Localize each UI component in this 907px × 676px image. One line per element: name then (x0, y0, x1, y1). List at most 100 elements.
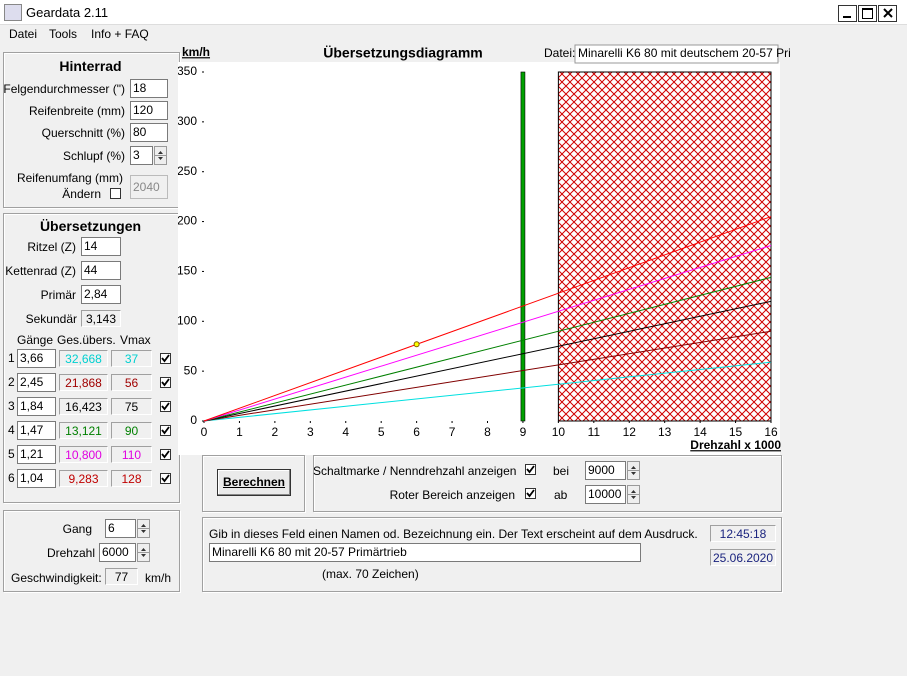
check-mark (161, 450, 170, 459)
close-icon (882, 8, 893, 18)
y-axis-label: km/h (182, 45, 210, 59)
field-label: Reifenumfang (mm) (16, 171, 123, 185)
gear-number: 3 (8, 399, 15, 413)
panel-title: Übersetzungen (39, 218, 142, 234)
input-field[interactable]: 9000 (585, 461, 626, 480)
notes-input[interactable]: Minarelli K6 80 mit 20-57 Primärtrieb (209, 543, 641, 562)
ratio-input[interactable]: 3,66 (17, 349, 56, 368)
input-field[interactable]: 120 (130, 101, 168, 120)
ratio-input[interactable]: 1,84 (17, 397, 56, 416)
readonly-field: 3,143 (81, 310, 121, 327)
menu-item[interactable]: Tools (49, 27, 78, 41)
input-field[interactable]: 80 (130, 123, 168, 142)
check-mark (161, 426, 170, 435)
ratio-input[interactable]: 2,45 (17, 373, 56, 392)
input-field[interactable]: 10000 (585, 485, 626, 504)
checkbox[interactable] (110, 188, 121, 199)
check-mark (161, 474, 170, 483)
maximize-button[interactable] (858, 5, 877, 22)
chart: km/h Übersetzungsdiagramm Datei: Minarel… (178, 44, 790, 455)
spinner[interactable] (154, 146, 167, 165)
x-tick-label: 7 (449, 425, 456, 439)
y-tick-label: 350 (178, 64, 197, 78)
close-button[interactable] (878, 5, 897, 22)
input-field[interactable]: 14 (81, 237, 121, 256)
gear-number: 2 (8, 375, 15, 389)
menu-item[interactable]: Datei (9, 27, 38, 41)
gear-number: 6 (8, 471, 15, 485)
spinner-arrows (138, 548, 149, 557)
date-display: 25.06.2020 (710, 549, 776, 566)
spinner[interactable] (137, 543, 150, 562)
spinner-arrows (628, 466, 639, 475)
check-mark (161, 378, 170, 387)
checkbox[interactable] (160, 401, 171, 412)
total-ratio: 32,668 (59, 350, 108, 367)
x-tick-label: 1 (236, 425, 243, 439)
calculate-button[interactable]: Berechnen (217, 469, 291, 496)
column-header: Ges.übers. (57, 333, 116, 347)
field-label: Ritzel (Z) (27, 240, 76, 254)
x-tick-label: 12 (623, 425, 637, 439)
x-tick-label: 15 (729, 425, 743, 439)
gear-line (203, 216, 772, 422)
option-label: ab (554, 488, 568, 502)
option-label: Roter Bereich anzeigen (389, 488, 515, 502)
gear-line (203, 330, 772, 422)
vmax: 75 (111, 398, 152, 415)
checkbox[interactable] (160, 377, 171, 388)
operating-point (413, 341, 420, 348)
spinner[interactable] (627, 461, 640, 480)
checkbox[interactable] (160, 473, 171, 484)
y-tick-label: 250 (178, 164, 197, 178)
field-label: Querschnitt (%) (41, 126, 125, 140)
button-group (202, 455, 305, 512)
field-label: Kettenrad (Z) (5, 264, 76, 278)
vmax: 110 (111, 446, 152, 463)
checkbox[interactable] (525, 488, 536, 499)
field-label: Sekundär (25, 312, 77, 326)
input-field[interactable]: 6 (105, 519, 136, 538)
spinner-arrows (628, 490, 639, 499)
spinner[interactable] (627, 485, 640, 504)
input-field[interactable]: 2,84 (81, 285, 121, 304)
shift-mark (520, 71, 526, 422)
hint-text: Gib in dieses Feld einen Namen od. Bezei… (209, 527, 698, 541)
vmax: 128 (111, 470, 152, 487)
gear-number: 1 (8, 351, 15, 365)
check-mark (526, 465, 535, 474)
unit-label: km/h (145, 571, 172, 585)
checkbox[interactable] (160, 425, 171, 436)
minimize-button[interactable] (838, 5, 857, 22)
column-header: Gänge (17, 333, 54, 347)
ratio-input[interactable]: 1,21 (17, 445, 56, 464)
x-tick-label: 5 (378, 425, 385, 439)
checkbox[interactable] (525, 464, 536, 475)
file-field (574, 44, 779, 64)
x-tick-label: 14 (693, 425, 707, 439)
x-tick-label: 8 (484, 425, 491, 439)
total-ratio: 16,423 (59, 398, 108, 415)
input-field[interactable]: 6000 (99, 543, 136, 562)
field-label: Drehzahl (46, 546, 95, 560)
checkbox[interactable] (160, 449, 171, 460)
input-field[interactable]: 18 (130, 79, 168, 98)
input-field[interactable]: 3 (130, 146, 153, 165)
check-mark (526, 489, 535, 498)
spinner-arrows (138, 524, 149, 533)
input-field[interactable]: 44 (81, 261, 121, 280)
x-tick-label: 9 (520, 425, 527, 439)
ratio-input[interactable]: 1,04 (17, 469, 56, 488)
checkbox-label: Ändern (62, 187, 101, 201)
spinner-arrows (155, 151, 166, 160)
menu-item[interactable]: Info + FAQ (91, 27, 149, 41)
checkbox[interactable] (160, 353, 171, 364)
spinner[interactable] (137, 519, 150, 538)
x-tick-label: 11 (588, 425, 601, 439)
ratio-input[interactable]: 1,47 (17, 421, 56, 440)
title-bar (0, 0, 907, 25)
vmax: 56 (111, 374, 152, 391)
field-label: Felgendurchmesser (") (3, 82, 125, 96)
y-tick-label: 0 (190, 413, 197, 427)
